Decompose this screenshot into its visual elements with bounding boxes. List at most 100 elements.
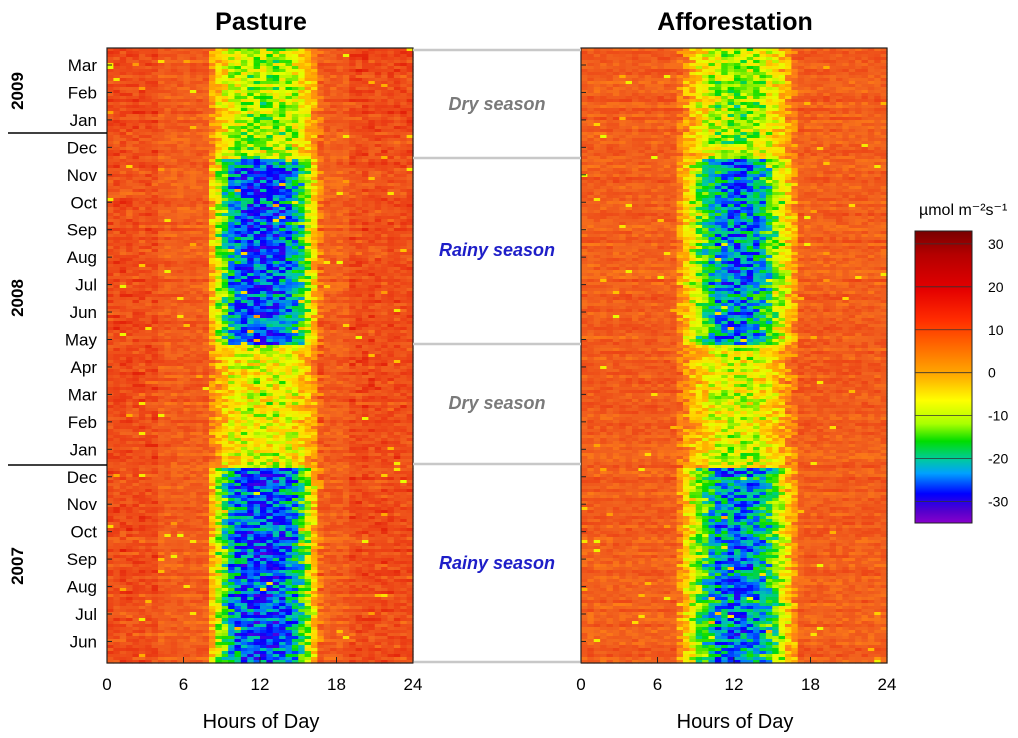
heatmap-cell <box>266 108 274 112</box>
heatmap-cell <box>406 99 414 103</box>
heatmap-cell <box>298 111 306 115</box>
heatmap-cell <box>330 105 338 109</box>
heatmap-cell <box>183 156 191 160</box>
heatmap-cell <box>349 66 357 70</box>
heatmap-cell <box>362 189 369 193</box>
heatmap-cell <box>362 243 369 247</box>
heatmap-cell <box>400 120 408 124</box>
heatmap-cell <box>285 72 293 76</box>
heatmap-cell <box>215 261 223 265</box>
heatmap-cell <box>177 189 185 193</box>
heatmap-cell <box>368 123 376 127</box>
heatmap-cell <box>279 234 287 238</box>
heatmap-cell <box>253 189 261 193</box>
heatmap-cell <box>374 216 382 220</box>
heatmap-cell <box>113 264 121 268</box>
heatmap-cell <box>196 180 204 184</box>
heatmap-cell <box>138 159 146 163</box>
heatmap-cell <box>260 204 267 208</box>
heatmap-cell <box>151 189 159 193</box>
heatmap-cell <box>183 147 191 151</box>
heatmap-cell <box>317 135 325 139</box>
heatmap-cell <box>349 135 357 139</box>
heatmap-cell <box>330 141 338 145</box>
heatmap-cell <box>189 123 197 127</box>
heatmap-cell <box>228 126 236 130</box>
heatmap-cell <box>279 105 287 109</box>
heatmap-cell <box>291 228 299 232</box>
heatmap-cell <box>304 135 312 139</box>
heatmap-cell <box>298 195 306 199</box>
heatmap-cell <box>374 123 382 127</box>
heatmap-cell <box>349 105 357 109</box>
heatmap-cell <box>107 111 114 115</box>
heatmap-cell <box>272 162 280 166</box>
heatmap-cell <box>132 258 140 262</box>
heatmap-cell <box>298 189 306 193</box>
heatmap-cell <box>260 174 267 178</box>
heatmap-cell <box>272 156 280 160</box>
heatmap-cell <box>355 171 363 175</box>
heatmap-cell <box>119 168 127 172</box>
heatmap-cell <box>400 126 408 130</box>
heatmap-cell <box>132 204 140 208</box>
heatmap-cell <box>342 171 350 175</box>
heatmap-cell <box>215 87 223 91</box>
heatmap-cell <box>272 201 280 205</box>
heatmap-cell <box>119 114 127 118</box>
heatmap-cell <box>221 48 229 52</box>
heatmap-cell <box>234 72 242 76</box>
heatmap-cell <box>323 108 331 112</box>
heatmap-cell <box>189 81 197 85</box>
heatmap-cell <box>336 90 344 94</box>
heatmap-cell <box>304 207 312 211</box>
heatmap-cell <box>247 114 255 118</box>
heatmap-cell <box>202 243 210 247</box>
heatmap-cell <box>183 141 191 145</box>
heatmap-cell <box>221 81 229 85</box>
heatmap-cell <box>247 138 255 142</box>
heatmap-cell <box>119 102 127 106</box>
heatmap-cell <box>177 78 185 82</box>
heatmap-cell <box>291 177 299 181</box>
heatmap-cell <box>298 81 306 85</box>
heatmap-cell <box>260 93 267 97</box>
heatmap-cell <box>342 252 350 256</box>
heatmap-cell <box>209 216 216 220</box>
heatmap-cell <box>107 231 114 235</box>
heatmap-cell <box>138 72 146 76</box>
heatmap-cell <box>234 111 242 115</box>
heatmap-cell <box>349 147 357 151</box>
heatmap-cell <box>374 177 382 181</box>
heatmap-cell <box>221 210 229 214</box>
heatmap-cell <box>132 105 140 109</box>
heatmap-cell <box>247 150 255 154</box>
heatmap-cell <box>368 120 376 124</box>
heatmap-cell <box>291 258 299 262</box>
heatmap-cell <box>253 78 261 82</box>
heatmap-cell <box>393 264 401 268</box>
heatmap-cell <box>145 204 153 208</box>
heatmap-cell <box>164 78 172 82</box>
heatmap-cell <box>151 240 159 244</box>
heatmap-cell <box>330 258 338 262</box>
heatmap-cell <box>113 204 121 208</box>
heatmap-cell <box>164 216 172 220</box>
heatmap-cell <box>221 180 229 184</box>
heatmap-cell <box>221 159 229 163</box>
heatmap-cell <box>311 96 318 100</box>
heatmap-cell <box>298 114 306 118</box>
heatmap-cell <box>234 216 242 220</box>
heatmap-cell <box>196 258 204 262</box>
heatmap-cell <box>209 243 216 247</box>
heatmap-cell <box>113 147 121 151</box>
heatmap-cell <box>151 69 159 73</box>
heatmap-cell <box>196 153 204 157</box>
heatmap-cell <box>240 252 248 256</box>
heatmap-cell <box>183 255 191 259</box>
heatmap-cell <box>177 231 185 235</box>
heatmap-cell <box>189 177 197 181</box>
heatmap-cell <box>285 123 293 127</box>
heatmap-cell <box>362 129 369 133</box>
heatmap-cell <box>393 132 401 136</box>
